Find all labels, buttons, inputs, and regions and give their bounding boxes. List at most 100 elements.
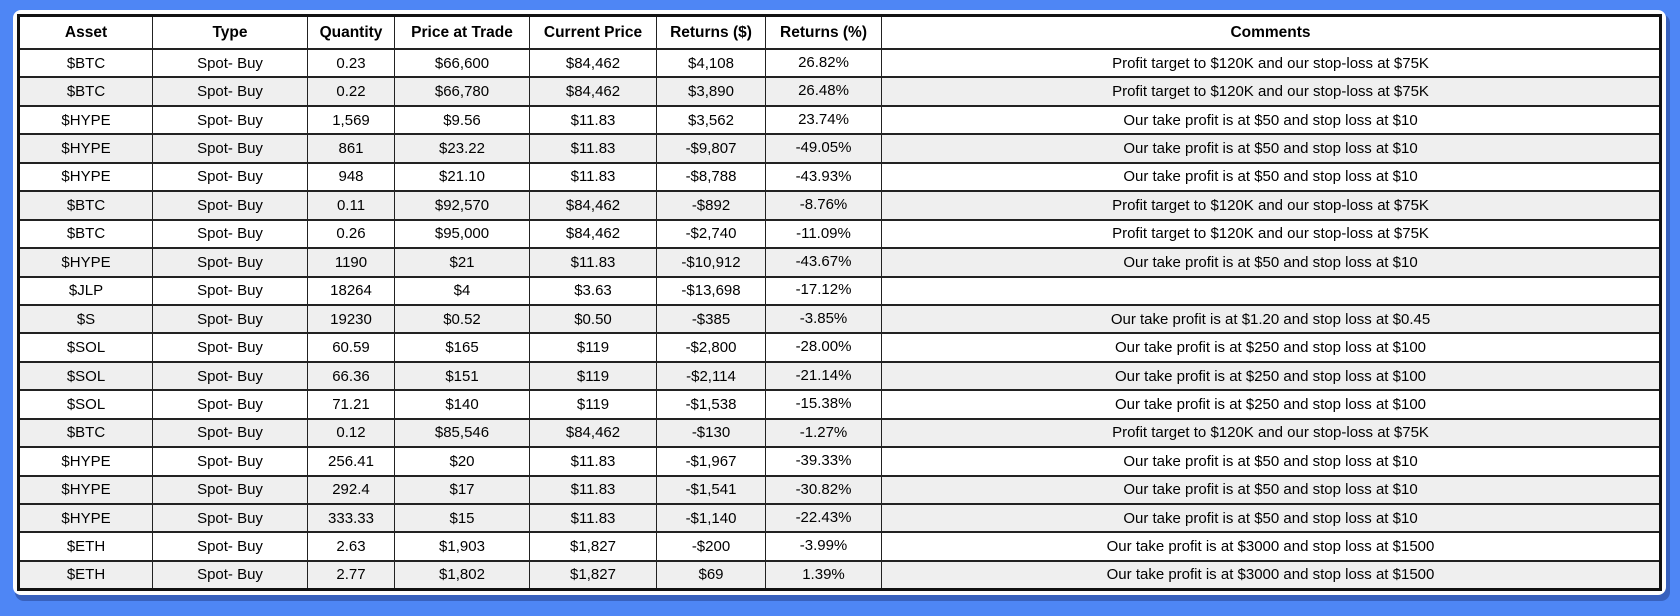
- column-header-returns_usd: Returns ($): [656, 14, 766, 50]
- cell-comments: Our take profit is at $250 and stop loss…: [881, 332, 1661, 363]
- cell-returns_pct: 1.39%: [765, 559, 882, 591]
- cell-price_at_trade: $140: [394, 389, 530, 420]
- cell-returns_usd: -$200: [656, 531, 766, 562]
- column-header-type: Type: [152, 14, 308, 50]
- cell-returns_pct: -30.82%: [765, 474, 882, 506]
- cell-price_at_trade: $165: [394, 332, 530, 363]
- cell-quantity: 256.41: [307, 446, 395, 477]
- cell-comments: Profit target to $120K and our stop-loss…: [881, 190, 1661, 221]
- cell-price_at_trade: $151: [394, 360, 530, 392]
- cell-type: Spot- Buy: [152, 474, 308, 506]
- cell-asset: $HYPE: [18, 161, 153, 193]
- cell-quantity: 60.59: [307, 332, 395, 363]
- cell-asset: $BTC: [18, 190, 153, 221]
- cell-comments: Profit target to $120K and our stop-loss…: [881, 218, 1661, 250]
- cell-returns_usd: -$1,541: [656, 474, 766, 506]
- cell-type: Spot- Buy: [152, 47, 308, 79]
- cell-returns_pct: -21.14%: [765, 360, 882, 392]
- cell-returns_pct: 26.48%: [765, 76, 882, 107]
- cell-comments: Our take profit is at $50 and stop loss …: [881, 446, 1661, 477]
- cell-returns_usd: -$13,698: [656, 275, 766, 306]
- cell-comments: Our take profit is at $50 and stop loss …: [881, 502, 1661, 534]
- table-row: $HYPE Spot- Buy 256.41 $20 $11.83 -$1,967 -39.…: [18, 446, 1661, 477]
- cell-asset: $HYPE: [18, 474, 153, 506]
- trades-table: Asset Type Quantity Price at Trade Current P…: [17, 14, 1662, 591]
- table-head: Asset Type Quantity Price at Trade Current P…: [18, 14, 1661, 50]
- cell-type: Spot- Buy: [152, 531, 308, 562]
- table-row: $HYPE Spot- Buy 861 $23.22 $11.83 -$9,807 -49.…: [18, 133, 1661, 164]
- cell-returns_usd: $3,562: [656, 104, 766, 136]
- cell-asset: $HYPE: [18, 247, 153, 278]
- cell-returns_pct: -39.33%: [765, 446, 882, 477]
- cell-current_price: $1,827: [529, 559, 657, 591]
- cell-current_price: $84,462: [529, 417, 657, 449]
- cell-type: Spot- Buy: [152, 502, 308, 534]
- cell-quantity: 0.23: [307, 47, 395, 79]
- cell-comments: [881, 275, 1661, 306]
- cell-quantity: 1,569: [307, 104, 395, 136]
- cell-type: Spot- Buy: [152, 303, 308, 335]
- cell-returns_usd: -$9,807: [656, 133, 766, 164]
- cell-comments: Our take profit is at $3000 and stop los…: [881, 559, 1661, 591]
- cell-price_at_trade: $1,903: [394, 531, 530, 562]
- cell-current_price: $11.83: [529, 161, 657, 193]
- cell-price_at_trade: $4: [394, 275, 530, 306]
- cell-current_price: $84,462: [529, 47, 657, 79]
- cell-quantity: 71.21: [307, 389, 395, 420]
- table-row: $BTC Spot- Buy 0.11 $92,570 $84,462 -$892 -8.7…: [18, 190, 1661, 221]
- table-row: $HYPE Spot- Buy 1190 $21 $11.83 -$10,912 -43.6…: [18, 247, 1661, 278]
- cell-returns_usd: -$10,912: [656, 247, 766, 278]
- table-row: $BTC Spot- Buy 0.12 $85,546 $84,462 -$130 -1.2…: [18, 417, 1661, 449]
- cell-asset: $HYPE: [18, 502, 153, 534]
- cell-returns_usd: -$1,140: [656, 502, 766, 534]
- cell-asset: $HYPE: [18, 446, 153, 477]
- cell-quantity: 2.77: [307, 559, 395, 591]
- table-row: $BTC Spot- Buy 0.23 $66,600 $84,462 $4,108 26.…: [18, 47, 1661, 79]
- cell-comments: Our take profit is at $50 and stop loss …: [881, 247, 1661, 278]
- cell-current_price: $11.83: [529, 502, 657, 534]
- cell-asset: $BTC: [18, 218, 153, 250]
- cell-asset: $JLP: [18, 275, 153, 306]
- cell-comments: Profit target to $120K and our stop-loss…: [881, 417, 1661, 449]
- cell-returns_usd: -$8,788: [656, 161, 766, 193]
- cell-returns_pct: -28.00%: [765, 332, 882, 363]
- cell-type: Spot- Buy: [152, 104, 308, 136]
- cell-comments: Our take profit is at $1.20 and stop los…: [881, 303, 1661, 335]
- cell-current_price: $3.63: [529, 275, 657, 306]
- cell-asset: $HYPE: [18, 133, 153, 164]
- cell-comments: Our take profit is at $50 and stop loss …: [881, 161, 1661, 193]
- cell-returns_usd: $4,108: [656, 47, 766, 79]
- cell-quantity: 333.33: [307, 502, 395, 534]
- cell-quantity: 1190: [307, 247, 395, 278]
- column-header-price_at_trade: Price at Trade: [394, 14, 530, 50]
- table-row: $BTC Spot- Buy 0.22 $66,780 $84,462 $3,890 26.…: [18, 76, 1661, 107]
- table-body: $BTC Spot- Buy 0.23 $66,600 $84,462 $4,108 26.…: [18, 47, 1661, 591]
- cell-returns_pct: 26.82%: [765, 47, 882, 79]
- cell-type: Spot- Buy: [152, 190, 308, 221]
- cell-quantity: 292.4: [307, 474, 395, 506]
- cell-price_at_trade: $17: [394, 474, 530, 506]
- header-row: Asset Type Quantity Price at Trade Current P…: [18, 14, 1661, 50]
- cell-returns_pct: -17.12%: [765, 275, 882, 306]
- cell-comments: Profit target to $120K and our stop-loss…: [881, 76, 1661, 107]
- cell-current_price: $11.83: [529, 446, 657, 477]
- cell-returns_pct: 23.74%: [765, 104, 882, 136]
- table-row: $HYPE Spot- Buy 1,569 $9.56 $11.83 $3,562 23.7…: [18, 104, 1661, 136]
- table-panel: Asset Type Quantity Price at Trade Current P…: [13, 10, 1666, 595]
- cell-price_at_trade: $21: [394, 247, 530, 278]
- cell-asset: $ETH: [18, 559, 153, 591]
- cell-returns_pct: -11.09%: [765, 218, 882, 250]
- cell-price_at_trade: $0.52: [394, 303, 530, 335]
- cell-returns_pct: -49.05%: [765, 133, 882, 164]
- cell-type: Spot- Buy: [152, 446, 308, 477]
- cell-quantity: 861: [307, 133, 395, 164]
- cell-price_at_trade: $9.56: [394, 104, 530, 136]
- table-row: $HYPE Spot- Buy 333.33 $15 $11.83 -$1,140 -22.…: [18, 502, 1661, 534]
- cell-returns_usd: -$1,967: [656, 446, 766, 477]
- cell-price_at_trade: $85,546: [394, 417, 530, 449]
- column-header-current_price: Current Price: [529, 14, 657, 50]
- cell-asset: $S: [18, 303, 153, 335]
- cell-current_price: $11.83: [529, 133, 657, 164]
- cell-price_at_trade: $21.10: [394, 161, 530, 193]
